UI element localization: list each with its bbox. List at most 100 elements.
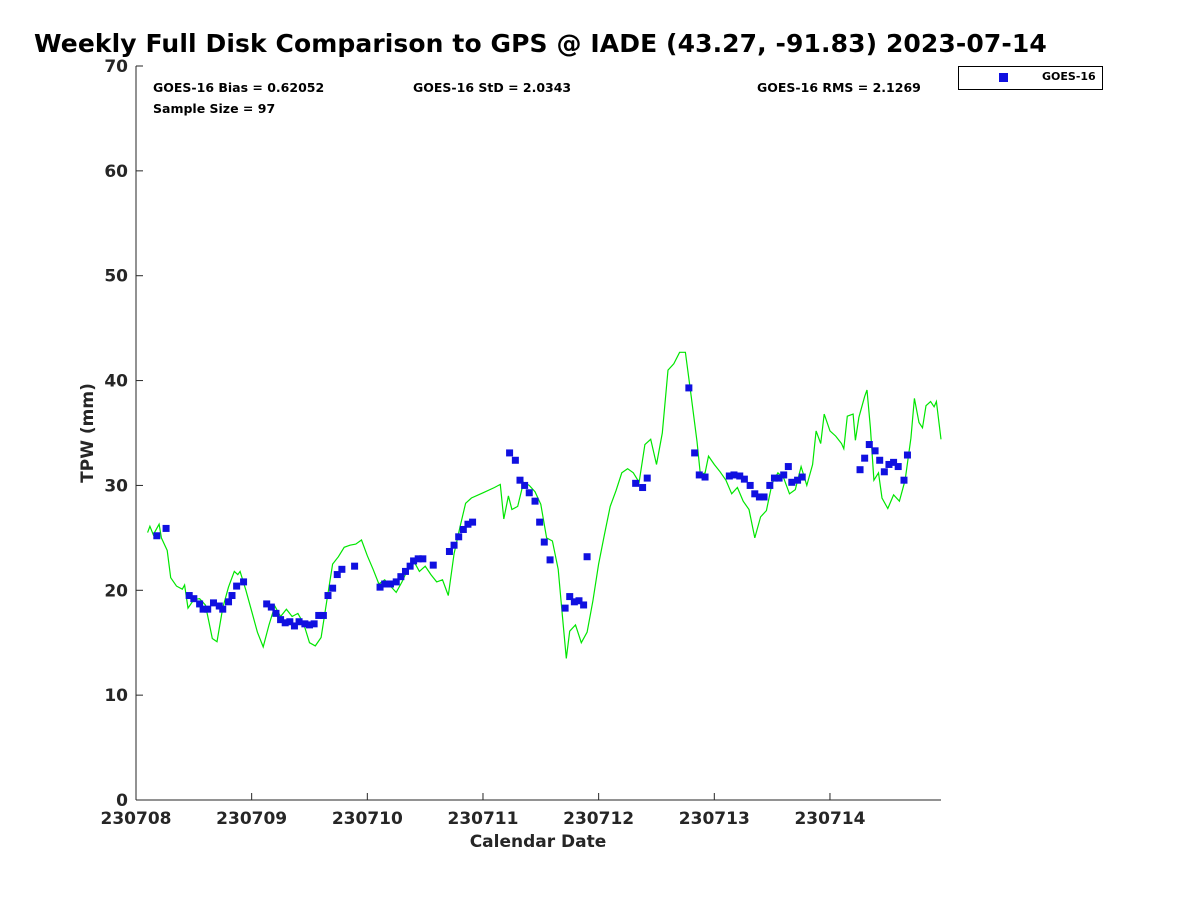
goes16-point (755, 493, 763, 501)
goes16-point (725, 472, 733, 480)
goes16-point (794, 476, 802, 484)
goes16-point (267, 603, 275, 611)
goes16-point (780, 471, 788, 479)
goes16-point (410, 557, 418, 565)
goes16-point (861, 454, 869, 462)
goes16-point (516, 476, 524, 484)
goes16-point (751, 490, 759, 498)
goes16-point (880, 468, 888, 476)
goes16-point (429, 561, 437, 569)
goes16-marker-series (153, 384, 911, 630)
goes16-point (381, 580, 389, 588)
legend: GOES-16 (958, 66, 1103, 90)
goes16-point (225, 598, 233, 606)
x-tick-label: 230714 (794, 809, 865, 829)
x-ticks: 230708 230709 230710 230711 230712 230713 2307… (101, 793, 866, 829)
y-tick-label: 20 (104, 581, 128, 601)
goes16-point (798, 473, 806, 481)
x-tick-label: 230711 (447, 809, 518, 829)
goes16-point (333, 571, 341, 579)
x-tick-label: 230710 (332, 809, 403, 829)
goes16-point (263, 600, 271, 608)
goes16-point (338, 565, 346, 573)
goes16-point (900, 476, 908, 484)
y-tick-label: 60 (104, 162, 128, 182)
goes16-point (209, 599, 217, 607)
goes16-point (286, 618, 294, 626)
goes16-point (536, 518, 544, 526)
goes16-point (506, 449, 514, 457)
goes16-point (240, 578, 248, 586)
goes16-point (760, 493, 768, 501)
goes16-point (903, 451, 911, 459)
goes16-point (856, 466, 864, 474)
goes16-point (376, 583, 384, 591)
goes16-point (392, 578, 400, 586)
gps-line (147, 351, 942, 659)
goes16-point (639, 484, 647, 492)
goes16-point (746, 481, 754, 489)
legend-label-goes16: GOES-16 (1042, 70, 1096, 83)
goes16-point (305, 621, 313, 629)
x-tick-label: 230708 (101, 809, 172, 829)
gps-line-series (147, 351, 942, 659)
y-tick-label: 0 (116, 791, 128, 811)
goes16-point (414, 555, 422, 563)
rms-stat: GOES-16 RMS = 2.1269 (757, 80, 921, 95)
goes16-point (511, 456, 519, 464)
goes16-point (315, 611, 323, 619)
goes16-point (196, 600, 204, 608)
goes16-point (691, 449, 699, 457)
x-tick-label: 230713 (679, 809, 750, 829)
goes16-point (445, 547, 453, 555)
goes16-point (310, 620, 318, 628)
goes16-point (469, 518, 477, 526)
goes16-point (272, 609, 280, 617)
goes16-point (695, 471, 703, 479)
goes16-point (740, 475, 748, 483)
sample-size-stat: Sample Size = 97 (153, 101, 276, 116)
y-tick-label: 40 (104, 372, 128, 392)
goes16-point (401, 567, 409, 575)
goes16-point (301, 620, 309, 628)
goes16-point (570, 598, 578, 606)
goes16-point (784, 463, 792, 471)
goes16-point (290, 622, 298, 630)
goes16-point (329, 584, 337, 592)
goes16-point (464, 520, 472, 528)
goes16-point (204, 605, 212, 613)
goes16-point (540, 538, 548, 546)
goes16-point (871, 447, 879, 455)
y-tick-label: 30 (104, 476, 128, 496)
goes16-point (397, 573, 405, 581)
goes16-point (419, 555, 427, 563)
y-ticks: 0 10 20 30 40 50 60 70 (104, 57, 143, 811)
goes16-point (531, 497, 539, 505)
x-tick-label: 230709 (216, 809, 287, 829)
goes16-point (561, 604, 569, 612)
goes16-point (190, 595, 198, 603)
goes16-point (525, 489, 533, 497)
goes16-point (546, 556, 554, 564)
goes16-point (153, 532, 161, 540)
goes16-point (583, 553, 591, 561)
goes16-point (632, 479, 640, 487)
goes16-point (386, 580, 394, 588)
goes16-point (701, 473, 709, 481)
goes16-point (876, 456, 884, 464)
goes16-point (199, 605, 207, 613)
goes16-point (450, 541, 458, 549)
legend-marker-goes16 (999, 73, 1008, 82)
goes16-point (521, 481, 529, 489)
goes16-point (277, 616, 285, 624)
goes16-point (281, 619, 289, 627)
goes16-point (324, 592, 332, 600)
bias-stat: GOES-16 Bias = 0.62052 (153, 80, 325, 95)
goes16-point (228, 592, 236, 600)
goes16-point (894, 463, 902, 471)
goes16-point (885, 460, 893, 468)
goes16-point (685, 384, 693, 392)
goes16-point (162, 524, 170, 532)
goes16-point (775, 474, 783, 482)
